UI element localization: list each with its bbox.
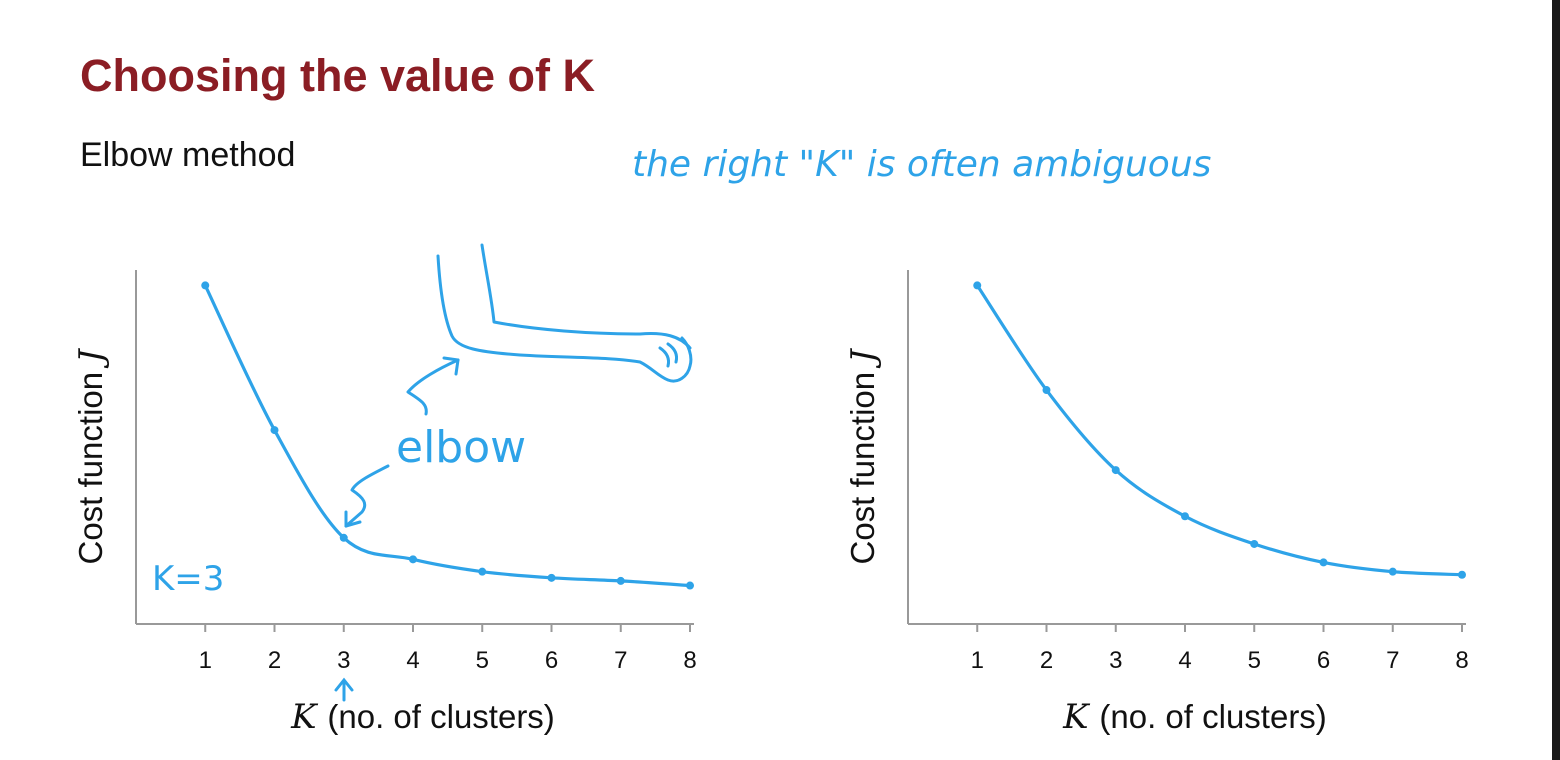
chart1-data-point bbox=[409, 555, 417, 564]
frame-edge bbox=[1552, 0, 1560, 760]
chart1-y-axis-symbol: J bbox=[71, 348, 110, 369]
chart2-x-tick-label: 6 bbox=[1317, 647, 1330, 674]
chart2-data-point bbox=[1250, 539, 1259, 548]
slide-title: Choosing the value of K bbox=[80, 50, 596, 101]
chart2-x-axis-label-text: (no. of clusters) bbox=[1099, 698, 1326, 735]
arm-sketch bbox=[436, 243, 693, 383]
chart1-x-axis-label-text: (no. of clusters) bbox=[327, 698, 554, 735]
chart2-data-point bbox=[1388, 567, 1397, 576]
chart2-x-axis-symbol: K bbox=[1062, 697, 1099, 737]
chart1-x-tick-label: 8 bbox=[683, 647, 696, 674]
chart1-x-tick-label: 4 bbox=[406, 647, 419, 674]
chart2-data-point bbox=[1111, 466, 1120, 475]
chart1-data-point bbox=[616, 576, 625, 585]
chart1-data-point bbox=[547, 573, 556, 582]
chart1-data-point bbox=[686, 581, 694, 590]
chart2-x-tick-label: 2 bbox=[1040, 647, 1053, 674]
chart2-data-point bbox=[973, 281, 982, 290]
chart2-data-point bbox=[1042, 386, 1051, 395]
chart1-data-point bbox=[270, 426, 279, 435]
chart1-data-point bbox=[339, 533, 348, 542]
chart1-x-tick-label: 5 bbox=[476, 647, 489, 674]
chart1-data-point bbox=[201, 281, 210, 290]
chart2-x-tick-label: 8 bbox=[1455, 647, 1468, 674]
k3-arrow bbox=[334, 677, 354, 702]
chart1-x-tick-label: 6 bbox=[545, 647, 558, 674]
chart1-x-tick-label: 1 bbox=[199, 647, 212, 674]
slide-subtitle: Elbow method bbox=[80, 136, 296, 174]
chart1-y-axis-label: Cost function J bbox=[71, 348, 110, 565]
chart2-y-axis-label-text: Cost function bbox=[844, 363, 881, 565]
chart2-data-point bbox=[1319, 558, 1328, 567]
chart2-x-tick-label: 4 bbox=[1178, 647, 1191, 674]
chart2-x-tick-label: 3 bbox=[1109, 647, 1122, 674]
chart1-x-tick-label: 2 bbox=[268, 647, 281, 674]
chart1-x-tick-label: 3 bbox=[337, 647, 350, 674]
k-equals-3-label: K=3 bbox=[152, 559, 224, 599]
chart1-x-axis-symbol: K bbox=[290, 697, 327, 737]
elbow-arrows bbox=[344, 356, 460, 528]
chart2-x-tick-label: 5 bbox=[1248, 647, 1261, 674]
chart1-x-axis-label: K (no. of clusters) bbox=[290, 697, 555, 737]
ambiguity-note: the right "K" is often ambiguous bbox=[632, 144, 1211, 185]
chart2-x-axis-label: K (no. of clusters) bbox=[1062, 697, 1327, 737]
chart2-x-tick-label: 7 bbox=[1386, 647, 1399, 674]
chart2-y-axis-label: Cost function J bbox=[843, 348, 882, 565]
chart1-data-point bbox=[478, 567, 487, 576]
chart1-y-axis-label-text: Cost function bbox=[72, 363, 109, 565]
chart2-data-point bbox=[1458, 570, 1466, 579]
chart2-y-axis-symbol: J bbox=[843, 348, 882, 369]
chart2-series-line bbox=[975, 283, 1464, 577]
elbow-label: elbow bbox=[396, 422, 526, 473]
chart2-x-tick-label: 1 bbox=[971, 647, 984, 674]
chart1-x-tick-label: 7 bbox=[614, 647, 627, 674]
chart2-data-point bbox=[1181, 512, 1189, 521]
